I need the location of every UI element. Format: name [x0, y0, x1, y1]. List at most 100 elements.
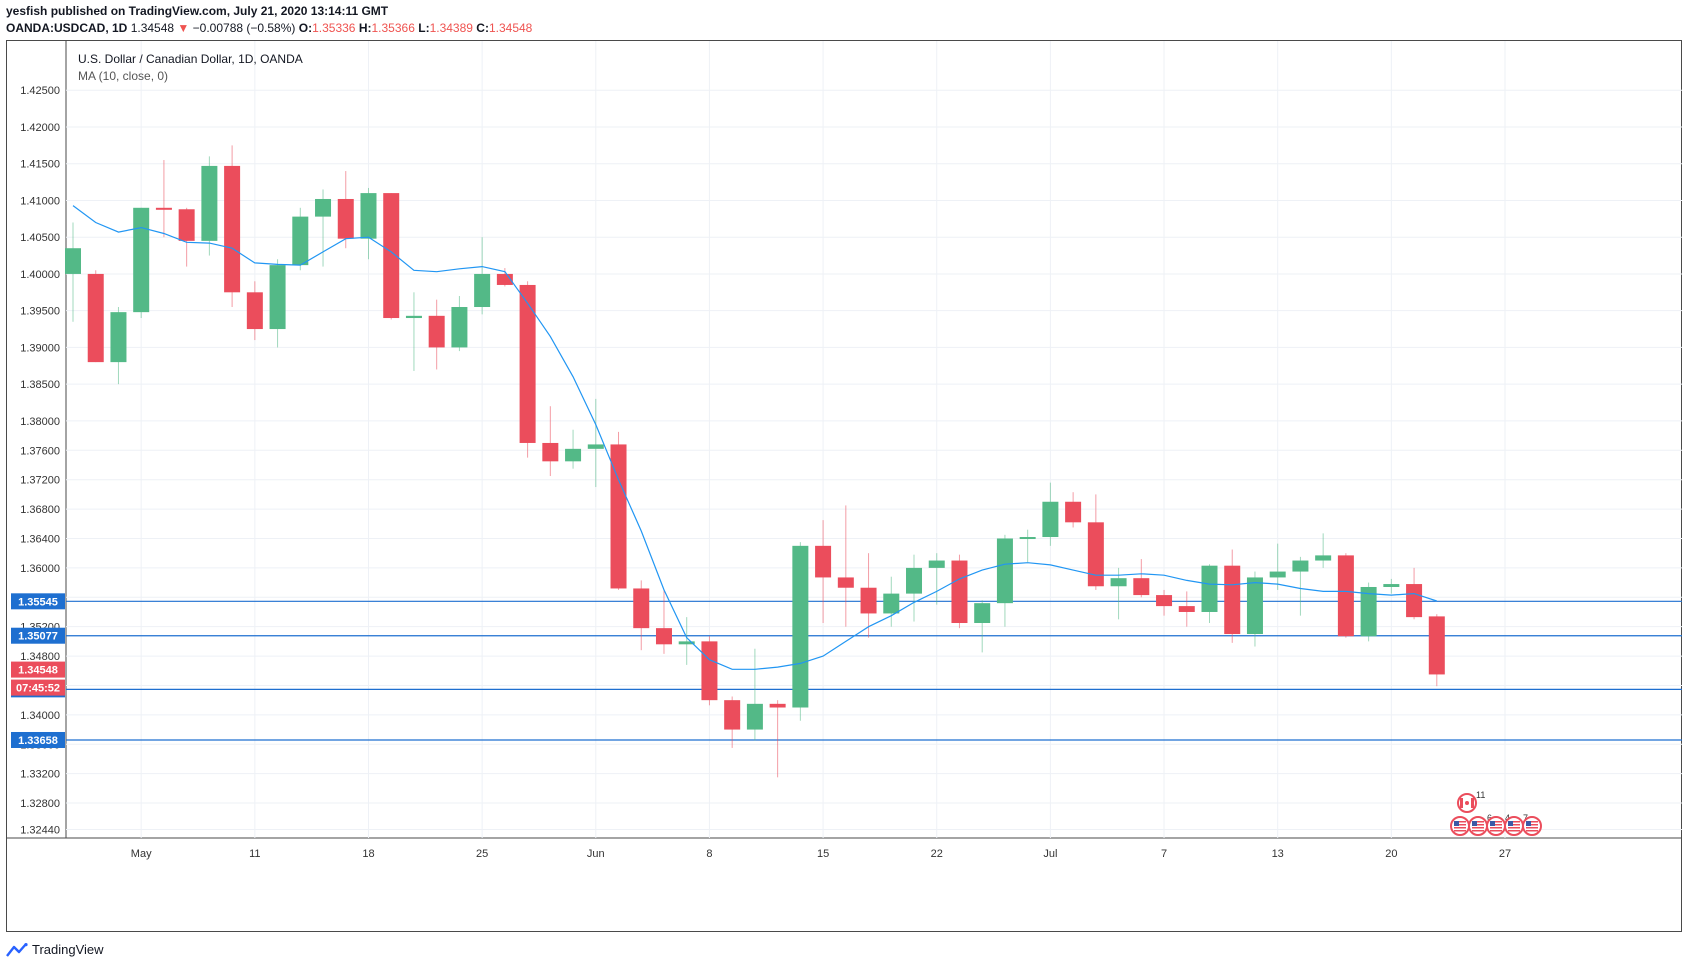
candle [133, 207, 150, 319]
candle-body [1133, 578, 1150, 596]
x-tick-label: 8 [706, 848, 712, 860]
candle-body [155, 207, 172, 210]
candle-body [1383, 584, 1400, 587]
flag-stripe [1526, 821, 1538, 823]
flag-stripe [1508, 830, 1520, 832]
candle-body [405, 315, 422, 319]
brand-text: TradingView [32, 942, 104, 957]
flag-canton [1454, 821, 1459, 826]
y-tick-label: 1.42500 [20, 85, 60, 97]
candle [405, 292, 422, 371]
open-value: 1.35336 [312, 21, 356, 35]
y-tick-label: 1.37600 [20, 445, 60, 457]
candle [724, 696, 741, 748]
flag-stripe [1526, 830, 1538, 832]
candle-body [428, 315, 445, 348]
candle [451, 295, 468, 352]
close-value: 1.34548 [488, 21, 533, 35]
flag-canton [1508, 821, 1513, 826]
x-tick-label: May [131, 848, 152, 860]
flag-stripe [1508, 827, 1520, 829]
price-tag-text: 1.33658 [18, 735, 58, 747]
flag-canton [1472, 821, 1477, 826]
candle [65, 222, 81, 322]
candle-body [906, 567, 923, 594]
tradingview-brand[interactable]: TradingView [6, 942, 104, 957]
candle [1337, 553, 1354, 638]
x-tick-label: 27 [1499, 848, 1511, 860]
candle-body [451, 307, 468, 348]
candle-body [1406, 584, 1423, 618]
candle-body [587, 444, 604, 449]
candle-body [1337, 555, 1354, 637]
chart-legend-title: U.S. Dollar / Canadian Dollar, 1D, OANDA [78, 52, 303, 66]
y-tick-label: 1.34800 [20, 651, 60, 663]
x-tick-label: 7 [1161, 848, 1167, 860]
candle-body [1201, 565, 1218, 612]
flag-stripe [1472, 830, 1484, 832]
y-tick-label: 1.34000 [20, 710, 60, 722]
candle-body [610, 444, 627, 589]
candle-body [474, 273, 491, 308]
candle-body [542, 442, 559, 462]
x-tick-label: 20 [1385, 848, 1397, 860]
open-label: O: [298, 21, 313, 35]
candle [1110, 567, 1127, 620]
candle [678, 617, 695, 665]
candle [315, 189, 332, 267]
y-tick-label: 1.32440 [20, 825, 60, 837]
canada-flag-icon: 11 [1457, 790, 1485, 813]
candle-body [883, 593, 900, 614]
maple-leaf [1465, 801, 1469, 805]
y-tick-label: 1.36800 [20, 504, 60, 516]
candle [1019, 529, 1036, 563]
flag-ring [1504, 816, 1524, 836]
candle-body [860, 587, 877, 614]
candle [246, 281, 263, 341]
candle-body [201, 165, 218, 241]
candles [65, 145, 1445, 778]
candle [701, 636, 718, 706]
flag-ring [1468, 816, 1488, 836]
us-flag-icon: 7 [1504, 813, 1528, 836]
publisher-text: yesfish published on TradingView.com, Ju… [6, 4, 389, 18]
candle [201, 156, 218, 256]
x-tick-label: 11 [249, 848, 260, 860]
indicator-legend[interactable]: MA (10, close, 0) [78, 69, 169, 83]
close-label: C: [476, 21, 489, 35]
candle [110, 307, 127, 385]
candle-body [837, 577, 854, 588]
flag-stripe [1472, 827, 1484, 829]
x-tick-label: Jun [587, 848, 605, 860]
candle [951, 554, 968, 629]
flag-stripe [1490, 827, 1502, 829]
high-value: 1.35366 [371, 21, 415, 35]
chart-frame[interactable] [6, 40, 1682, 932]
candle [224, 145, 241, 308]
candle [337, 171, 354, 249]
candle [155, 160, 172, 238]
flag-stripe [1508, 824, 1520, 826]
event-count: 11 [1476, 790, 1485, 800]
candle [178, 207, 195, 267]
flag-stripe [1472, 824, 1484, 826]
candle-body [269, 265, 286, 330]
candle-body [1224, 565, 1241, 635]
candle-body [792, 545, 809, 708]
tradingview-logo-icon [6, 942, 28, 957]
candle [883, 576, 900, 627]
price-tag-bg [11, 593, 65, 610]
candle-body [1292, 560, 1309, 572]
ohlc-header: OANDA:USDCAD, 1D 1.34548 ▼ −0.00788 (−0.… [6, 21, 532, 35]
y-tick-label: 1.37200 [20, 475, 60, 487]
candle-body [655, 628, 672, 645]
candle [360, 187, 377, 260]
candle [974, 600, 991, 653]
candle-body [769, 703, 786, 708]
candle [1428, 614, 1445, 687]
x-tick-label: 13 [1272, 848, 1284, 860]
candle [1087, 494, 1104, 590]
candle [292, 207, 309, 271]
candle [633, 580, 650, 651]
